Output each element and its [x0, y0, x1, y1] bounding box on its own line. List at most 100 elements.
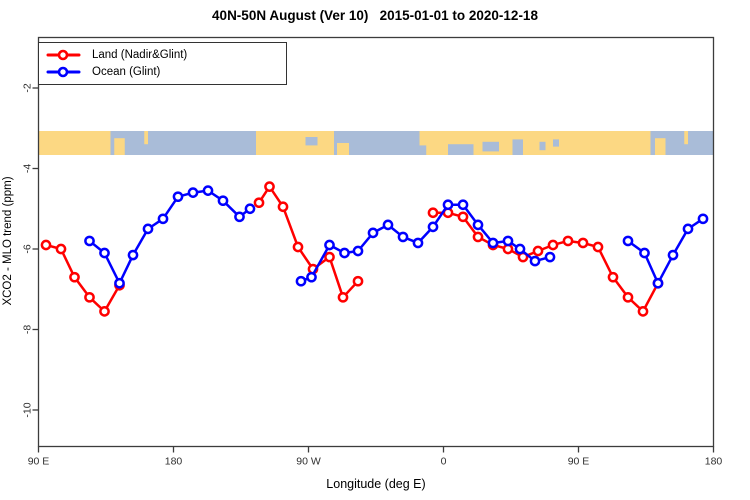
land-data-point — [637, 306, 649, 317]
ocean-data-point — [652, 277, 664, 289]
land-data-point — [472, 231, 484, 243]
ocean-data-point — [339, 247, 350, 259]
y-tick-label: -2 — [22, 83, 34, 92]
ocean-data-point — [622, 235, 634, 247]
x-tick-label: 90 E — [568, 456, 590, 468]
y-tick-label: -6 — [22, 244, 34, 253]
ocean-data-point — [127, 249, 139, 261]
ocean-data-point — [397, 231, 409, 243]
ocean-data-point — [487, 237, 499, 249]
ocean-data-point — [244, 203, 256, 215]
ocean-data-point — [352, 245, 364, 257]
map-water-patch — [539, 141, 546, 151]
world-map-strip — [38, 131, 714, 155]
land-data-point — [562, 235, 574, 247]
land-data-point — [622, 291, 634, 303]
land-series-line — [431, 211, 660, 313]
map-land-segment — [38, 131, 111, 155]
x-axis-title: Longitude (deg E) — [326, 477, 426, 491]
land-data-point — [547, 239, 559, 251]
ocean-data-point — [234, 211, 245, 223]
ocean-data-point — [202, 185, 214, 196]
land-data-point — [277, 201, 289, 213]
land-data-point — [607, 271, 619, 283]
ocean-data-point — [457, 199, 469, 211]
map-land-segment — [144, 131, 148, 145]
ocean-data-point — [382, 219, 394, 231]
ocean-data-point — [697, 213, 709, 225]
ocean-data-point — [324, 239, 335, 251]
ocean-data-point — [306, 271, 317, 283]
ocean-data-point — [157, 213, 169, 225]
land-data-point — [337, 291, 349, 303]
ocean-data-point — [502, 235, 514, 247]
y-axis: -2 -4 -6 -8 -10 — [22, 83, 39, 418]
x-axis: 90 E 180 90 W 0 90 E 180 — [28, 446, 723, 468]
map-land-segment — [256, 131, 334, 155]
land-data-point — [532, 245, 544, 257]
legend-item-land: Land (Nadir&Glint) — [46, 47, 286, 63]
legend-label: Land (Nadir&Glint) — [92, 49, 188, 61]
ocean-data-point — [667, 249, 679, 261]
x-tick-label: 180 — [705, 456, 723, 468]
ocean-data-point — [544, 251, 556, 263]
land-data-point — [292, 241, 304, 253]
legend: Land (Nadir&Glint) Ocean (Glint) — [38, 42, 287, 85]
land-data-point — [253, 197, 265, 209]
land-data-point — [427, 207, 439, 219]
map-water-patch — [305, 137, 318, 146]
land-data-point — [84, 291, 95, 303]
land-data-point — [577, 237, 589, 249]
legend-label: Ocean (Glint) — [92, 66, 161, 78]
ocean-data-point — [84, 235, 95, 247]
map-land-segment — [337, 143, 349, 155]
plot-border — [37, 36, 715, 448]
map-water-patch — [482, 141, 499, 152]
land-data-point — [40, 239, 52, 251]
ocean-data-point — [427, 221, 439, 233]
ocean-data-point — [114, 277, 125, 289]
land-data-point — [324, 251, 335, 263]
y-axis-title: XCO2 - MLO trend (ppm) — [2, 176, 14, 306]
land-data-point — [69, 271, 80, 283]
ocean-data-point — [142, 223, 154, 235]
ocean-legend-marker-icon — [46, 66, 81, 78]
ocean-data-point — [442, 199, 454, 211]
ocean-data-point — [639, 247, 650, 259]
ocean-data-point — [217, 195, 229, 207]
ocean-data-point — [367, 227, 379, 239]
legend-item-ocean: Ocean (Glint) — [46, 64, 286, 80]
ocean-data-point — [99, 247, 110, 259]
y-tick-label: -4 — [22, 164, 34, 173]
map-land-segment — [655, 138, 666, 155]
ocean-data-point — [295, 275, 307, 287]
x-tick-label: 90 E — [28, 456, 50, 468]
y-tick-label: -10 — [22, 402, 34, 417]
land-data-point — [264, 181, 275, 192]
ocean-series — [84, 185, 709, 289]
map-water-patch — [512, 139, 523, 155]
map-water-patch — [553, 139, 559, 147]
land-data-point — [352, 275, 364, 287]
land-legend-marker-icon — [46, 49, 81, 61]
chart-title: 40N-50N August (Ver 10) 2015-01-01 to 20… — [212, 8, 538, 23]
ocean-data-point — [412, 237, 424, 249]
map-land-segment — [684, 131, 688, 145]
ocean-data-point — [682, 223, 694, 235]
x-tick-label: 90 W — [296, 456, 321, 468]
ocean-data-point — [514, 243, 526, 255]
map-water-patch — [448, 144, 474, 155]
land-data-point — [457, 211, 469, 223]
ocean-data-point — [472, 219, 484, 231]
x-tick-label: 0 — [441, 456, 447, 468]
land-data-point — [592, 241, 604, 253]
land-data-point — [55, 243, 67, 255]
map-water-patch — [419, 145, 427, 155]
land-data-point — [99, 306, 110, 317]
map-land-segment — [114, 138, 125, 155]
x-tick-label: 180 — [165, 456, 183, 468]
land-series — [40, 181, 664, 317]
y-tick-label: -8 — [22, 325, 34, 334]
